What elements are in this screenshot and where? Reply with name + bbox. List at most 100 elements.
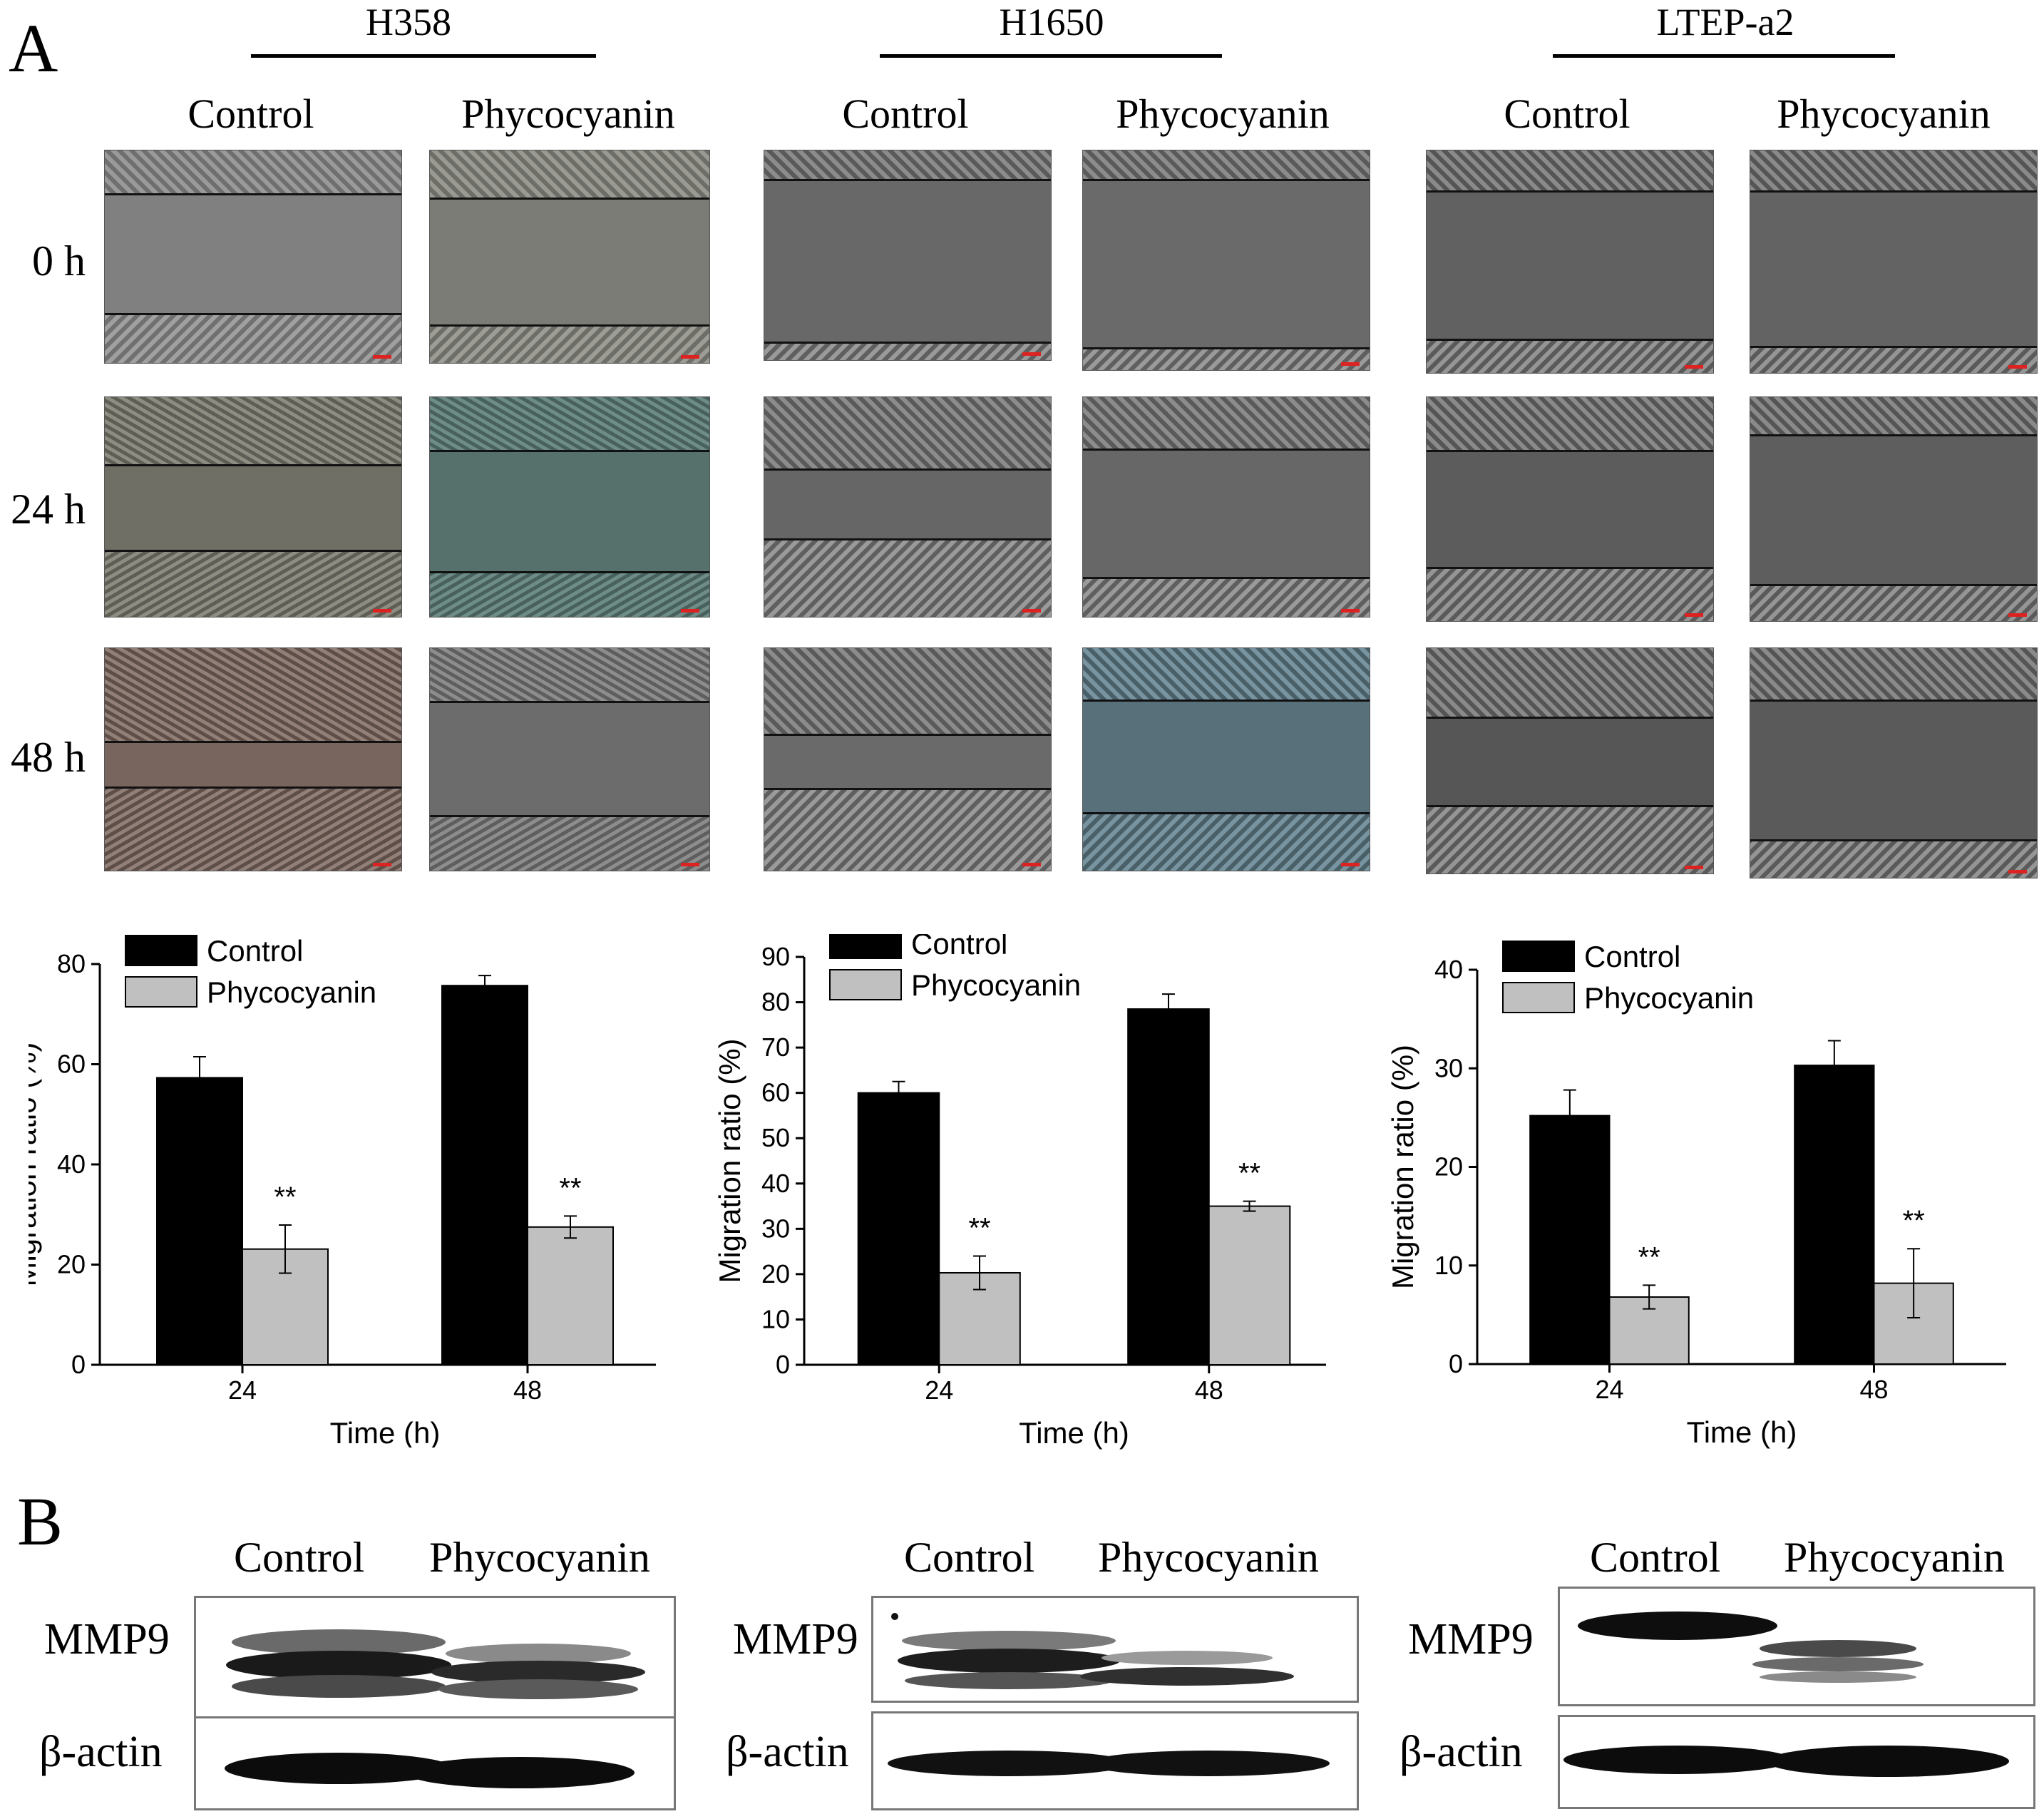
blot-label-mmp9: MMP9: [1408, 1615, 1534, 1664]
micrograph-h358-phycocyanin-24h: [429, 396, 710, 618]
blot-mmp9-h1650: [871, 1596, 1359, 1703]
x-tick-label: 24: [1595, 1375, 1623, 1404]
y-axis-label: Migration ratio (%): [29, 1042, 42, 1286]
bar-chart-h1650: 0 10 20 30 40 50 60 70 80 90 24 ** 48 ** Time (h) Migra…: [699, 927, 1344, 1462]
row-label-48h: 48 h: [11, 734, 86, 781]
panel-label-b: B: [17, 1483, 63, 1559]
legend-swatch: [125, 935, 197, 966]
blot-mmp9-ltep-a2: [1558, 1587, 2035, 1706]
y-tick-label: 80: [761, 988, 790, 1017]
y-tick-label: 0: [71, 1350, 86, 1379]
blot-header-control: Control: [904, 1534, 1035, 1581]
y-tick-label: 10: [761, 1304, 790, 1333]
blot-beta-actin-ltep-a2: [1558, 1715, 2035, 1809]
blot-header-control: Control: [1590, 1534, 1721, 1581]
y-axis-label: Migration ratio (%): [713, 1038, 746, 1283]
y-tick-label: 0: [776, 1350, 790, 1379]
y-tick-label: 30: [761, 1214, 790, 1243]
blot-header-phycocyanin: Phycocyanin: [1784, 1534, 2005, 1581]
cell-line-header-ltep-a2: LTEP-a2: [1656, 1, 1794, 43]
blot-label-mmp9: MMP9: [733, 1615, 858, 1664]
column-label-control: Control: [842, 91, 969, 137]
row-label-0h: 0 h: [32, 237, 86, 285]
significance-label: **: [1238, 1158, 1260, 1189]
micrograph-h1650-phycocyanin-48h: [1082, 647, 1370, 871]
bar: [857, 1092, 940, 1366]
bar: [1127, 1008, 1210, 1365]
y-tick-label: 30: [1434, 1053, 1463, 1082]
blot-label-mmp9: MMP9: [44, 1615, 170, 1664]
blot-label-beta-actin: β-actin: [39, 1728, 163, 1776]
bar: [527, 1226, 614, 1365]
micrograph-h358-phycocyanin-48h: [429, 647, 710, 871]
blot-header-control: Control: [234, 1534, 365, 1581]
column-label-phycocyanin: Phycocyanin: [1777, 91, 1991, 137]
y-tick-label: 50: [761, 1123, 790, 1152]
x-tick-label: 24: [228, 1375, 257, 1405]
cell-line-header-h358: H358: [366, 1, 451, 43]
significance-label: **: [1903, 1205, 1925, 1236]
x-axis-label: Time (h): [1687, 1415, 1797, 1449]
y-tick-label: 20: [1434, 1152, 1463, 1182]
y-tick-label: 20: [761, 1259, 790, 1288]
significance-label: **: [968, 1212, 990, 1244]
cell-line-underline: [251, 54, 596, 58]
y-axis-label: Migration ratio (%): [1386, 1045, 1419, 1289]
micrograph-ltep-a2-control-48h: [1426, 647, 1714, 874]
blot-header-phycocyanin: Phycocyanin: [1098, 1534, 1319, 1581]
y-tick-label: 70: [761, 1033, 790, 1062]
micrograph-h1650-phycocyanin-0h: [1082, 150, 1370, 371]
x-axis-label: Time (h): [1019, 1416, 1129, 1450]
legend-label: Control: [911, 934, 1007, 960]
significance-label: **: [559, 1172, 581, 1204]
y-tick-label: 40: [57, 1149, 86, 1179]
legend-swatch: [125, 976, 197, 1008]
micrograph-h1650-phycocyanin-24h: [1082, 396, 1370, 618]
blot-header-phycocyanin: Phycocyanin: [429, 1534, 650, 1581]
legend-swatch: [1502, 941, 1575, 972]
chart-svg: 0 20 40 60 80 24 ** 48 ** Time (h) Migration ratio…: [9, 934, 670, 1450]
x-axis-label: Time (h): [330, 1416, 441, 1447]
legend-label: Phycocyanin: [1584, 981, 1754, 1015]
row-label-24h: 24 h: [11, 486, 86, 533]
chart-svg: 0 10 20 30 40 24 ** 48 ** Time (h) Migration ratio…: [1386, 940, 2006, 1449]
legend-label: Control: [207, 934, 303, 968]
column-label-phycocyanin: Phycocyanin: [461, 91, 675, 137]
legend-swatch: [1502, 982, 1575, 1013]
legend-swatch: [829, 969, 902, 1000]
bar: [1529, 1115, 1611, 1365]
y-tick-label: 80: [57, 949, 86, 978]
x-tick-label: 48: [1195, 1375, 1223, 1405]
bar: [1794, 1065, 1875, 1365]
y-tick-label: 60: [761, 1078, 790, 1107]
bar: [156, 1077, 243, 1365]
significance-label: **: [274, 1182, 296, 1213]
x-tick-label: 24: [925, 1375, 953, 1405]
y-tick-label: 40: [1434, 955, 1463, 984]
blot-beta-actin-h358: [194, 1716, 676, 1810]
micrograph-h1650-control-0h: [764, 150, 1052, 361]
cell-line-header-h1650: H1650: [999, 1, 1104, 43]
bar-chart-h358: 0 20 40 60 80 24 ** 48 ** Time (h) Migration ratio…: [9, 920, 670, 1450]
cell-line-underline: [880, 54, 1222, 58]
cell-line-underline: [1553, 54, 1895, 58]
legend-label: Phycocyanin: [911, 968, 1081, 1002]
y-tick-label: 40: [761, 1169, 790, 1198]
y-tick-label: 10: [1434, 1251, 1463, 1280]
micrograph-ltep-a2-phycocyanin-24h: [1750, 396, 2038, 622]
micrograph-ltep-a2-control-0h: [1426, 150, 1714, 374]
legend-swatch: [829, 928, 902, 959]
legend-label: Phycocyanin: [207, 975, 376, 1009]
micrograph-ltep-a2-phycocyanin-48h: [1750, 647, 2038, 878]
micrograph-h358-control-24h: [104, 396, 402, 618]
chart-svg: 0 10 20 30 40 50 60 70 80 90 24 ** 48 ** Time (h) Migra…: [713, 927, 1344, 1450]
x-tick-label: 48: [1859, 1375, 1888, 1404]
blot-label-beta-actin: β-actin: [726, 1728, 849, 1776]
significance-label: **: [1638, 1241, 1660, 1273]
bar-chart-ltep-a2: 0 10 20 30 40 24 ** 48 ** Time (h) Migration ratio…: [1383, 934, 2010, 1462]
column-label-control: Control: [1504, 91, 1630, 137]
blot-mmp9-h358: [194, 1596, 676, 1726]
micrograph-h358-phycocyanin-0h: [429, 150, 710, 364]
micrograph-ltep-a2-phycocyanin-0h: [1750, 150, 2038, 374]
panel-label-a: A: [9, 10, 58, 86]
